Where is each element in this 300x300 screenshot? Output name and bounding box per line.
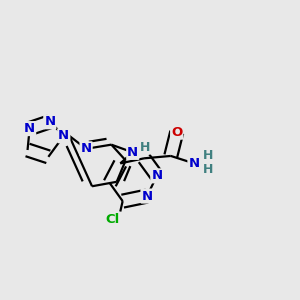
Text: N: N: [24, 122, 35, 135]
Text: H: H: [140, 140, 150, 154]
Text: O: O: [171, 126, 182, 139]
Text: N: N: [127, 146, 138, 159]
Text: H: H: [203, 149, 213, 162]
Text: N: N: [80, 142, 92, 155]
Text: N: N: [44, 115, 56, 128]
Text: N: N: [142, 190, 153, 202]
Text: Cl: Cl: [106, 213, 120, 226]
Text: N: N: [188, 157, 200, 170]
Text: N: N: [58, 129, 69, 142]
Text: H: H: [203, 163, 213, 176]
Text: N: N: [151, 169, 162, 182]
